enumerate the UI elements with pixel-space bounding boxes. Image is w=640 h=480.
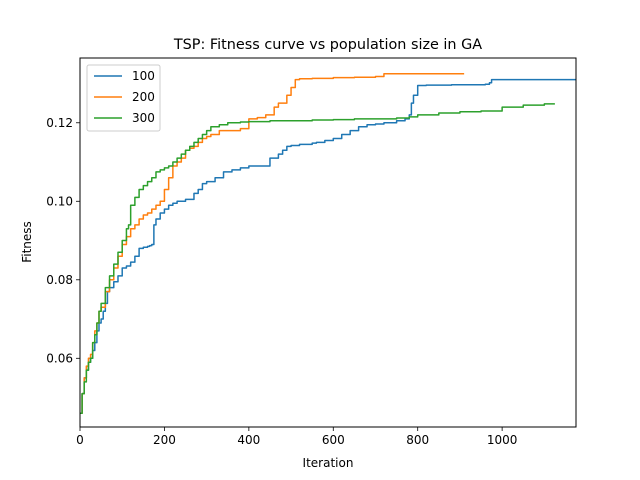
plot-frame xyxy=(79,57,577,428)
x-axis: 0 200 400 600 800 1000 xyxy=(76,427,517,447)
y-tick-label: 0.10 xyxy=(46,194,73,208)
series-layer xyxy=(80,72,576,415)
y-axis: 0.06 0.08 0.10 0.12 xyxy=(46,116,80,365)
y-axis-label: Fitness xyxy=(20,221,34,263)
x-tick-label: 1000 xyxy=(487,433,518,447)
x-tick-label: 600 xyxy=(322,433,345,447)
x-tick-label: 0 xyxy=(76,433,84,447)
legend-box xyxy=(86,64,161,132)
x-axis-label: Iteration xyxy=(303,456,354,470)
y-tick-label: 0.12 xyxy=(46,116,73,130)
chart-title: TSP: Fitness curve vs population size in… xyxy=(173,37,482,53)
legend-label: 300 xyxy=(132,111,155,125)
y-tick-label: 0.06 xyxy=(46,351,73,365)
series-line-300 xyxy=(80,103,555,415)
y-tick-label: 0.08 xyxy=(46,273,73,287)
x-tick-label: 400 xyxy=(237,433,260,447)
legend-label: 200 xyxy=(132,90,155,104)
x-tick-label: 800 xyxy=(406,433,429,447)
x-tick-label: 200 xyxy=(153,433,176,447)
legend: 100 200 300 xyxy=(86,64,161,132)
legend-label: 100 xyxy=(132,69,155,83)
